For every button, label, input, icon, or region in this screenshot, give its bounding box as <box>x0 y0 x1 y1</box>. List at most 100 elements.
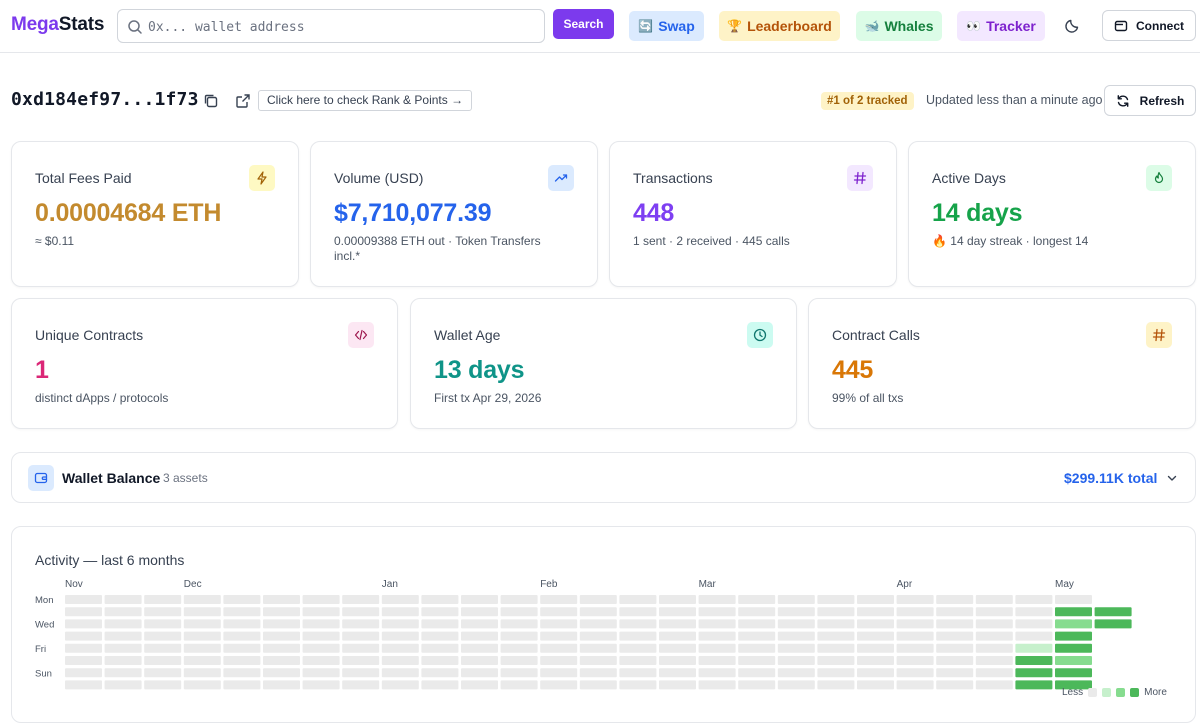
heatmap-cell[interactable] <box>738 643 776 653</box>
heatmap-cell[interactable] <box>1015 656 1053 665</box>
heatmap-cell[interactable] <box>777 619 815 629</box>
heatmap-cell[interactable] <box>104 619 142 629</box>
heatmap-cell[interactable] <box>1055 656 1092 665</box>
heatmap-cell[interactable] <box>896 619 934 629</box>
heatmap-cell[interactable] <box>144 680 182 690</box>
heatmap-cell[interactable] <box>183 656 221 665</box>
heatmap-cell[interactable] <box>975 668 1013 678</box>
heatmap-cell[interactable] <box>738 595 776 604</box>
heatmap-cell[interactable] <box>302 680 340 690</box>
heatmap-cell[interactable] <box>1055 643 1092 653</box>
heatmap-cell[interactable] <box>65 643 102 653</box>
heatmap-cell[interactable] <box>461 668 498 678</box>
heatmap-cell[interactable] <box>104 631 142 641</box>
heatmap-cell[interactable] <box>936 631 974 641</box>
heatmap-cell[interactable] <box>421 595 459 604</box>
heatmap-cell[interactable] <box>777 680 815 690</box>
heatmap-cell[interactable] <box>500 668 538 678</box>
heatmap-cell[interactable] <box>144 619 182 629</box>
heatmap-cell[interactable] <box>896 607 934 617</box>
heatmap-cell[interactable] <box>540 619 578 629</box>
heatmap-cell[interactable] <box>896 680 934 690</box>
heatmap-cell[interactable] <box>104 656 142 665</box>
heatmap-cell[interactable] <box>619 643 657 653</box>
heatmap-cell[interactable] <box>183 607 221 617</box>
heatmap-cell[interactable] <box>144 643 182 653</box>
nav-leaderboard[interactable]: 🏆 Leaderboard <box>719 11 840 41</box>
heatmap-cell[interactable] <box>1015 619 1053 629</box>
heatmap-cell[interactable] <box>223 643 261 653</box>
heatmap-cell[interactable] <box>461 631 498 641</box>
heatmap-cell[interactable] <box>461 607 498 617</box>
heatmap-cell[interactable] <box>857 631 894 641</box>
heatmap-cell[interactable] <box>65 668 102 678</box>
heatmap-cell[interactable] <box>421 619 459 629</box>
heatmap-cell[interactable] <box>381 631 419 641</box>
heatmap-cell[interactable] <box>975 595 1013 604</box>
heatmap-cell[interactable] <box>104 668 142 678</box>
heatmap-cell[interactable] <box>698 631 736 641</box>
heatmap-cell[interactable] <box>223 680 261 690</box>
wallet-balance-panel[interactable]: Wallet Balance 3 assets $299.11K total <box>11 452 1196 503</box>
heatmap-cell[interactable] <box>698 680 736 690</box>
heatmap-cell[interactable] <box>777 668 815 678</box>
heatmap-cell[interactable] <box>263 595 300 604</box>
heatmap-cell[interactable] <box>342 619 380 629</box>
heatmap-cell[interactable] <box>342 680 380 690</box>
heatmap-cell[interactable] <box>65 619 102 629</box>
heatmap-cell[interactable] <box>65 607 102 617</box>
heatmap-cell[interactable] <box>421 680 459 690</box>
heatmap-cell[interactable] <box>421 631 459 641</box>
heatmap-cell[interactable] <box>1015 680 1053 690</box>
heatmap-cell[interactable] <box>975 656 1013 665</box>
heatmap-cell[interactable] <box>144 607 182 617</box>
heatmap-cell[interactable] <box>1055 680 1092 690</box>
heatmap-cell[interactable] <box>223 631 261 641</box>
heatmap-cell[interactable] <box>738 668 776 678</box>
heatmap-cell[interactable] <box>817 595 855 604</box>
heatmap-cell[interactable] <box>579 619 617 629</box>
heatmap-cell[interactable] <box>1055 595 1092 604</box>
heatmap-cell[interactable] <box>579 631 617 641</box>
heatmap-cell[interactable] <box>1055 631 1092 641</box>
heatmap-cell[interactable] <box>342 631 380 641</box>
heatmap-cell[interactable] <box>698 668 736 678</box>
heatmap-cell[interactable] <box>896 643 934 653</box>
heatmap-cell[interactable] <box>698 643 736 653</box>
heatmap-cell[interactable] <box>263 607 300 617</box>
heatmap-cell[interactable] <box>619 680 657 690</box>
connect-wallet-button[interactable]: Connect <box>1102 10 1196 41</box>
heatmap-cell[interactable] <box>579 607 617 617</box>
heatmap-cell[interactable] <box>223 619 261 629</box>
heatmap-cell[interactable] <box>936 680 974 690</box>
heatmap-cell[interactable] <box>738 656 776 665</box>
heatmap-cell[interactable] <box>777 631 815 641</box>
heatmap-cell[interactable] <box>857 607 894 617</box>
heatmap-cell[interactable] <box>500 595 538 604</box>
heatmap-cell[interactable] <box>461 595 498 604</box>
heatmap-cell[interactable] <box>342 595 380 604</box>
heatmap-cell[interactable] <box>421 607 459 617</box>
heatmap-cell[interactable] <box>857 656 894 665</box>
heatmap-cell[interactable] <box>500 643 538 653</box>
heatmap-cell[interactable] <box>183 680 221 690</box>
heatmap-cell[interactable] <box>342 607 380 617</box>
heatmap-cell[interactable] <box>65 656 102 665</box>
heatmap-cell[interactable] <box>104 607 142 617</box>
heatmap-cell[interactable] <box>302 631 340 641</box>
heatmap-cell[interactable] <box>817 668 855 678</box>
heatmap-cell[interactable] <box>461 680 498 690</box>
heatmap-cell[interactable] <box>540 595 578 604</box>
heatmap-cell[interactable] <box>421 656 459 665</box>
heatmap-cell[interactable] <box>500 631 538 641</box>
heatmap-cell[interactable] <box>342 643 380 653</box>
heatmap-cell[interactable] <box>817 607 855 617</box>
heatmap-cell[interactable] <box>263 656 300 665</box>
heatmap-cell[interactable] <box>698 619 736 629</box>
heatmap-cell[interactable] <box>857 668 894 678</box>
heatmap-cell[interactable] <box>183 643 221 653</box>
heatmap-cell[interactable] <box>857 643 894 653</box>
heatmap-cell[interactable] <box>579 656 617 665</box>
heatmap-cell[interactable] <box>738 607 776 617</box>
heatmap-cell[interactable] <box>975 607 1013 617</box>
